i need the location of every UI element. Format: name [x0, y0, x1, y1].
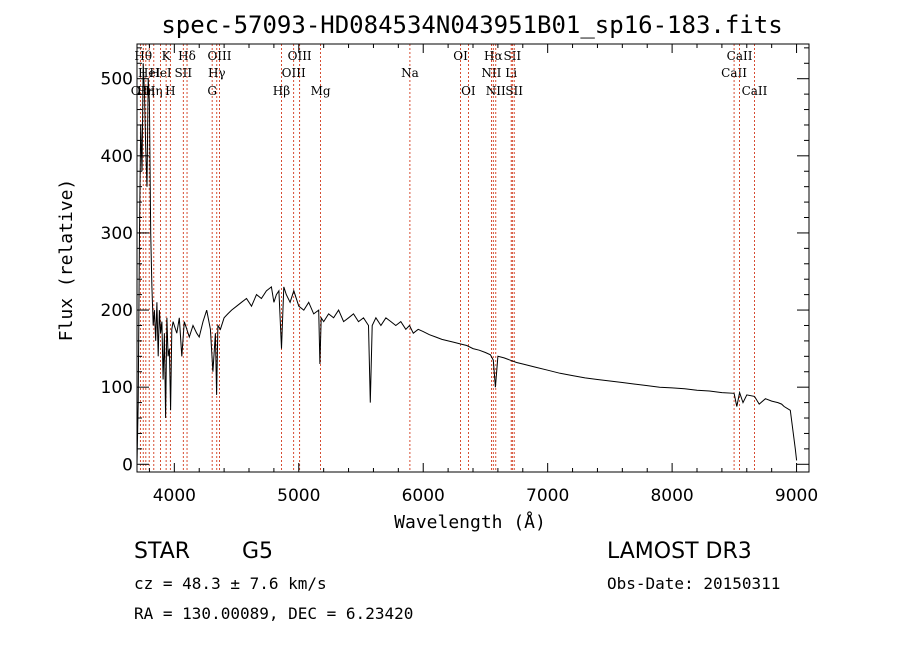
y-tick-label: 400 [101, 147, 133, 167]
line-label: OIII [207, 49, 231, 63]
line-label: OIII [282, 66, 306, 80]
line-label: CaII [742, 84, 768, 98]
line-label: K [162, 49, 172, 63]
line-label: OI [453, 49, 468, 63]
line-label: G [207, 84, 217, 98]
y-tick-label: 500 [101, 70, 133, 90]
line-label: SII [505, 84, 523, 98]
line-label: Hθ [134, 49, 152, 63]
line-label: Mg [311, 84, 331, 98]
object-subclass: G5 [242, 539, 273, 564]
survey-name: LAMOST DR3 [607, 539, 752, 564]
plot-frame [136, 43, 810, 473]
coordinates: RA = 130.00089, DEC = 6.23420 [134, 604, 413, 623]
observation-date: Obs-Date: 20150311 [607, 574, 780, 593]
line-label: OIII [288, 49, 312, 63]
line-label: Hγ [208, 66, 226, 80]
line-label: CaII [721, 66, 747, 80]
x-tick-label: 7000 [526, 486, 569, 506]
line-label: H [165, 84, 175, 98]
x-axis-ticks: 4000 5000 6000 7000 8000 9000 [148, 44, 818, 506]
line-label: OII [131, 84, 151, 98]
spectrum-line [136, 63, 798, 465]
line-label: OI [461, 84, 476, 98]
line-label: Hβ [273, 84, 290, 98]
line-label: Hδ [178, 49, 196, 63]
line-label: CaII [727, 49, 753, 63]
y-axis-ticks: 0 100 200 300 400 500 [101, 47, 809, 475]
x-axis-label: Wavelength (Å) [394, 511, 546, 533]
y-tick-label: 0 [122, 455, 133, 475]
line-label: SII [503, 49, 521, 63]
line-label: Hα [484, 49, 503, 63]
y-tick-label: 200 [101, 301, 133, 321]
y-tick-label: 100 [101, 378, 133, 398]
line-label: NII [481, 66, 501, 80]
line-label: Na [401, 66, 419, 80]
object-class: STAR [134, 539, 190, 564]
x-tick-label: 8000 [650, 486, 693, 506]
x-tick-label: 4000 [153, 486, 196, 506]
line-label: HeI [149, 66, 172, 80]
x-tick-label: 9000 [775, 486, 818, 506]
redshift-info: cz = 48.3 ± 7.6 km/s [134, 574, 327, 593]
line-label: Li [505, 66, 517, 80]
line-label: SII [174, 66, 192, 80]
chart-title: spec-57093-HD084534N043951B01_sp16-183.f… [161, 11, 782, 39]
spectral-line-markers: OIIHθHηHeIHηHeIKHSIIHδGHγOIIIHβOIIIOIIIM… [131, 44, 768, 472]
x-tick-label: 6000 [402, 486, 445, 506]
y-tick-label: 300 [101, 224, 133, 244]
x-tick-label: 5000 [277, 486, 320, 506]
y-axis-label: Flux (relative) [56, 179, 77, 342]
line-label: NII [486, 84, 506, 98]
